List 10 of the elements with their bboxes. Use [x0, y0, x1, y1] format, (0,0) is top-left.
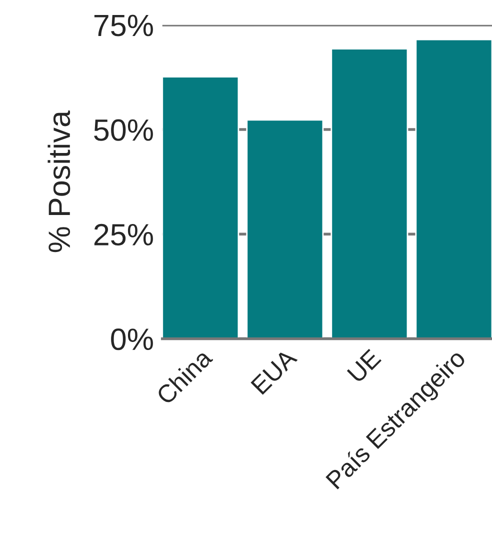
- bar: [162, 76, 240, 339]
- x-tick-label: EUA: [250, 348, 298, 395]
- bar: [415, 38, 492, 339]
- bar: [330, 48, 408, 339]
- y-tick-label: 25%: [94, 224, 153, 246]
- y-axis-title: % Positiva: [48, 110, 70, 252]
- y-tick-label: 75%: [94, 14, 153, 36]
- y-tick-label: 50%: [94, 119, 153, 141]
- y-tick-label: 0%: [111, 328, 153, 350]
- bar: [246, 119, 324, 339]
